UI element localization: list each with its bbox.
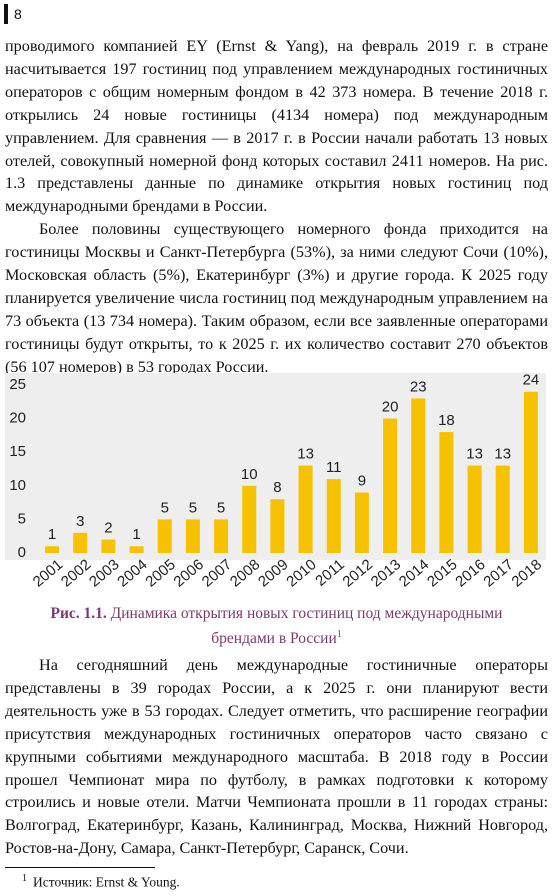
footnote: 1 Источник: Ernst & Young.	[22, 873, 180, 891]
y-tick-label: 10	[9, 477, 26, 494]
page-number-text: 8	[14, 6, 22, 22]
y-tick-label: 20	[9, 410, 26, 427]
x-tick-label: 2001	[30, 556, 66, 590]
bar	[45, 546, 60, 553]
value-label: 13	[297, 446, 314, 463]
y-tick-label: 15	[9, 443, 26, 460]
caption-note-ref: 1	[336, 629, 342, 640]
x-tick-label: 2004	[114, 556, 150, 590]
value-label: 13	[466, 446, 483, 463]
bar	[383, 418, 398, 553]
bar	[214, 519, 229, 553]
paragraph: Более половины существующего номерного ф…	[5, 220, 548, 376]
bar	[326, 479, 341, 553]
value-label: 1	[48, 526, 56, 543]
caption-text: Динамика открытия новых гостиниц под меж…	[110, 605, 503, 648]
bar	[298, 465, 313, 553]
bar	[129, 546, 144, 553]
value-label: 3	[76, 513, 84, 530]
bar	[439, 432, 454, 553]
page-number: 8	[4, 4, 22, 24]
bar	[185, 519, 200, 553]
value-label: 5	[161, 499, 169, 516]
x-tick-label: 2018	[509, 556, 545, 590]
x-tick-label: 2017	[480, 556, 516, 590]
body-bottom: На сегодняшний день международные гостин…	[5, 654, 548, 860]
body-top: проводимого компанией EY (Ernst & Yang),…	[5, 35, 548, 379]
value-label: 13	[494, 446, 511, 463]
chart: 0510152025200112002320032200412005520065…	[5, 372, 546, 591]
bar	[495, 465, 510, 553]
footnote-marker: 1	[22, 873, 27, 884]
value-label: 2	[104, 520, 112, 537]
x-tick-label: 2003	[86, 556, 122, 590]
value-label: 18	[438, 412, 455, 429]
x-tick-label: 2010	[283, 556, 319, 590]
footnote-rule	[5, 867, 155, 868]
x-tick-label: 2016	[452, 556, 488, 590]
bar	[242, 485, 257, 553]
value-label: 10	[241, 466, 258, 483]
x-tick-label: 2013	[368, 556, 404, 590]
y-tick-label: 25	[9, 376, 26, 393]
x-tick-label: 2014	[396, 556, 432, 590]
bar	[157, 519, 172, 553]
y-tick-label: 0	[18, 544, 26, 561]
x-tick-label: 2015	[424, 556, 460, 590]
x-tick-label: 2005	[142, 556, 178, 590]
bar	[354, 492, 369, 553]
x-tick-label: 2009	[255, 556, 291, 590]
value-label: 8	[273, 479, 281, 496]
bar	[523, 391, 538, 553]
x-tick-label: 2008	[227, 556, 263, 590]
x-tick-label: 2011	[312, 556, 348, 590]
bar	[467, 465, 482, 553]
value-label: 9	[358, 472, 366, 489]
footnote-text: Источник: Ernst & Young.	[33, 874, 180, 890]
bar	[270, 499, 285, 553]
value-label: 5	[217, 499, 225, 516]
caption: Рис. 1.1. Динамика открытия новых гостин…	[30, 603, 523, 649]
value-label: 24	[523, 372, 540, 389]
value-label: 20	[382, 399, 399, 416]
value-label: 23	[410, 378, 427, 395]
x-tick-label: 2002	[58, 556, 94, 590]
value-label: 1	[132, 526, 140, 543]
value-label: 5	[189, 499, 197, 516]
value-label: 11	[326, 459, 342, 476]
x-tick-label: 2006	[171, 556, 207, 590]
caption-label: Рис. 1.1.	[50, 605, 107, 622]
bar	[411, 398, 426, 553]
paragraph: На сегодняшний день международные гостин…	[5, 656, 548, 858]
paragraph: проводимого компанией EY (Ernst & Yang),…	[5, 37, 548, 216]
x-tick-label: 2012	[340, 556, 376, 590]
y-tick-label: 5	[18, 510, 26, 527]
bar	[73, 532, 88, 553]
bar	[101, 539, 116, 553]
x-tick-label: 2007	[199, 556, 235, 590]
